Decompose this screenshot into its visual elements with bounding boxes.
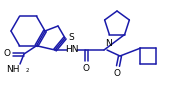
Text: S: S [68,32,74,41]
Text: HN: HN [65,46,79,54]
Text: O: O [3,50,10,58]
Text: N: N [105,39,112,48]
Text: $_2$: $_2$ [25,66,30,75]
Text: NH: NH [6,65,20,74]
Text: O: O [114,69,121,78]
Text: O: O [82,64,89,73]
